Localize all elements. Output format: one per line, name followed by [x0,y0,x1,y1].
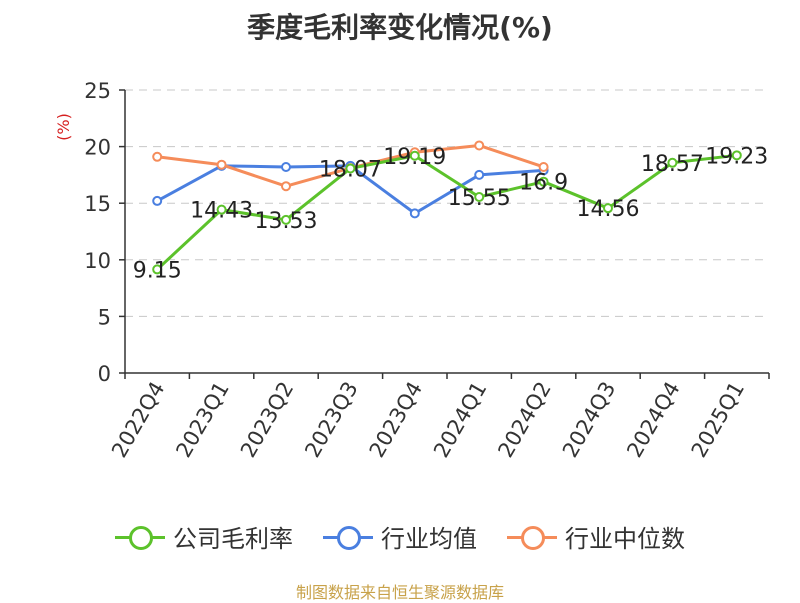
legend: 公司毛利率 行业均值 行业中位数 [0,519,800,554]
legend-item-industry-median[interactable]: 行业中位数 [507,519,685,554]
series-2-point-1 [216,159,227,170]
series-1-point-4 [409,208,420,219]
legend-label-industry-median: 行业中位数 [565,525,685,553]
x-tick-label-2: 2023Q2 [236,378,298,462]
x-tick-label-7: 2024Q3 [558,378,620,462]
y-tick-label-5: 25 [84,79,111,103]
series-0-point-4 [409,150,420,161]
legend-swatch-industry-median [507,520,557,554]
series-0-point-3 [345,163,356,174]
series-1-point-5 [474,169,485,180]
data-label-1: 14.43 [190,199,253,224]
y-tick-label-1: 5 [98,305,111,329]
data-label-3: 18.07 [319,157,382,182]
chart-title: 季度毛利率变化情况(%) [247,11,553,44]
x-tick-label-3: 2023Q3 [300,378,362,462]
y-tick-label-4: 20 [84,136,111,160]
data-label-6: 16.9 [519,171,568,196]
data-label-9: 19.23 [705,144,768,169]
legend-item-industry-mean[interactable]: 行业均值 [323,519,477,554]
series-0-point-2 [281,214,291,225]
series-0-point-1 [216,204,227,215]
data-label-2: 13.53 [255,209,318,234]
legend-item-company[interactable]: 公司毛利率 [115,519,293,554]
data-label-7: 14.56 [577,197,640,222]
x-tick-label-8: 2024Q4 [622,378,684,462]
series-0 [152,150,742,275]
series-line-0 [156,153,737,271]
series-0-point-7 [603,203,613,214]
source-note: 制图数据来自恒生聚源数据库 [295,583,504,602]
data-label-4: 19.19 [383,145,446,170]
data-label-8: 18.57 [641,152,704,177]
axes: 0 5 10 15 20 25 2022Q4 2023Q1 2023Q2 2023Q3 2023Q4… [84,79,770,462]
data-label-5: 15.55 [448,186,511,211]
series-2-point-6 [538,161,549,172]
series-lines [152,140,742,275]
y-tick-label-3: 15 [84,192,111,216]
x-tick-label-4: 2023Q4 [365,378,427,462]
x-tick-label-5: 2024Q1 [429,378,491,462]
series-1-point-2 [281,161,291,172]
legend-label-company: 公司毛利率 [173,525,293,553]
series-2-point-5 [474,140,485,151]
series-0-point-6 [538,176,549,187]
x-tick-label-9: 2025Q1 [687,378,749,462]
series-1-point-0 [152,195,163,206]
grid-lines [125,89,769,317]
x-tick-label-1: 2023Q1 [171,378,233,462]
y-tick-label-2: 10 [84,249,111,273]
x-tick-label-0: 2022Q4 [107,378,169,462]
y-tick-label-0: 0 [98,362,111,386]
x-tick-label-6: 2024Q2 [493,378,555,462]
series-0-point-0 [152,264,163,275]
series-0-point-5 [474,191,485,202]
series-2-point-2 [281,181,291,192]
legend-swatch-company [115,520,165,554]
y-axis-label: (%) [54,113,73,141]
data-label-0: 9.15 [133,258,182,283]
series-0-point-9 [731,150,742,161]
legend-label-industry-mean: 行业均值 [381,525,477,553]
series-2-point-0 [152,151,163,162]
legend-swatch-industry-mean [323,520,373,554]
series-0-point-8 [667,157,678,168]
